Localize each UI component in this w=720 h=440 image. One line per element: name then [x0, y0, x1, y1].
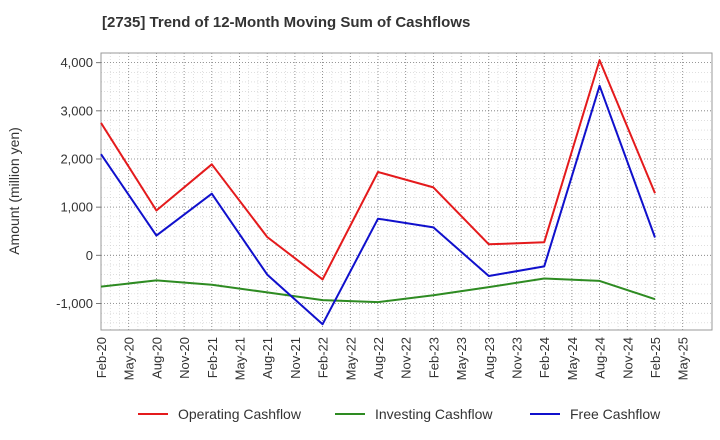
x-tick-label: Feb-21 [205, 337, 220, 378]
x-tick-label: Nov-20 [177, 337, 192, 379]
x-tick-label: Feb-23 [426, 337, 441, 378]
x-tick-label: May-22 [343, 337, 358, 380]
y-tick-label: 0 [86, 248, 93, 263]
y-tick-label: 3,000 [60, 103, 93, 118]
x-tick-label: Nov-23 [510, 337, 525, 379]
series-lines [100, 59, 656, 326]
legend-item-investing-cashflow: Investing Cashflow [335, 406, 493, 422]
y-tick-label: 4,000 [60, 55, 93, 70]
chart-title: [2735] Trend of 12-Month Moving Sum of C… [102, 14, 471, 31]
x-tick-label: May-24 [565, 337, 580, 380]
x-axis: Feb-20 May-20 Aug-20 Nov-20 Feb-21 May-21 Aug-… [94, 337, 691, 380]
x-tick-label: Feb-25 [648, 337, 663, 378]
x-tick-label: Nov-21 [288, 337, 303, 379]
legend-item-free-cashflow: Free Cashflow [530, 406, 661, 422]
x-tick-label: Feb-20 [94, 337, 109, 378]
x-tick-label: Aug-24 [593, 337, 608, 379]
y-axis-title: Amount (million yen) [6, 127, 22, 255]
x-tick-label: May-21 [233, 337, 248, 380]
x-tick-label: May-23 [454, 337, 469, 380]
x-tick-label: Feb-22 [316, 337, 331, 378]
legend-item-operating-cashflow: Operating Cashflow [138, 406, 302, 422]
free-cashflow-line [100, 84, 656, 326]
x-tick-label: Nov-24 [620, 337, 635, 379]
y-tick-label: -1,000 [56, 296, 93, 311]
y-axis: -1,000 0 1,000 2,000 3,000 4,000 [56, 55, 101, 311]
x-tick-label: Aug-20 [149, 337, 164, 379]
operating-cashflow-line [100, 59, 656, 281]
plot-area-frame [100, 52, 713, 331]
x-tick-label: Aug-22 [371, 337, 386, 379]
investing-cashflow-line [100, 277, 656, 304]
y-tick-label: 2,000 [60, 151, 93, 166]
x-tick-label: Aug-21 [260, 337, 275, 379]
legend-label: Free Cashflow [570, 406, 661, 422]
x-tick-label: Nov-22 [399, 337, 414, 379]
x-tick-label: Aug-23 [482, 337, 497, 379]
y-tick-label: 1,000 [60, 200, 93, 215]
grid [101, 52, 712, 330]
legend-label: Operating Cashflow [178, 406, 302, 422]
legend-label: Investing Cashflow [375, 406, 493, 422]
legend: Operating Cashflow Investing Cashflow Free… [138, 406, 661, 422]
x-tick-label: Feb-24 [537, 337, 552, 378]
x-tick-label: May-20 [122, 337, 137, 380]
x-tick-label: May-25 [676, 337, 691, 380]
